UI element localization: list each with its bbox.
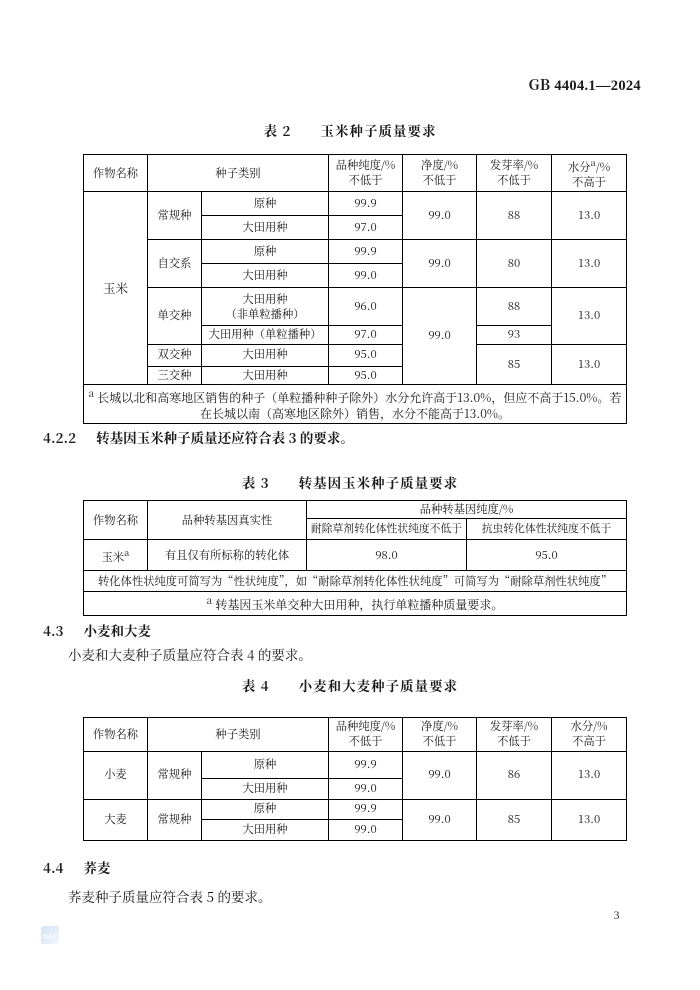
svg-text:SAC: SAC (43, 933, 58, 940)
